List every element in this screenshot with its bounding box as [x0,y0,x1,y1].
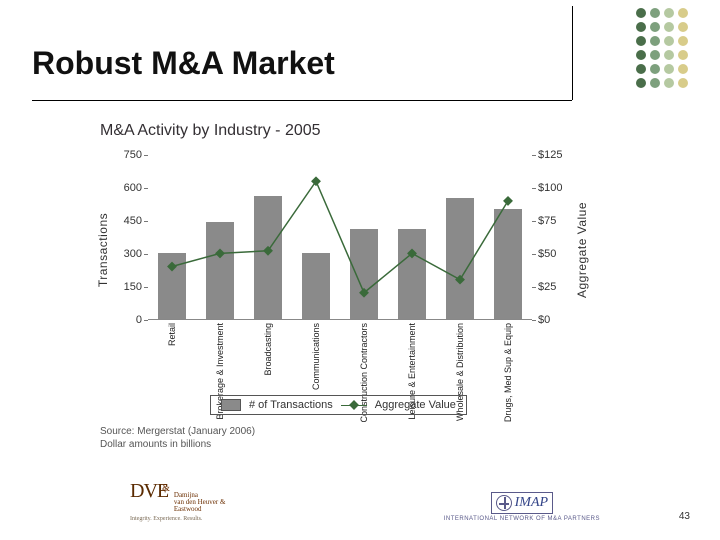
imap-text: IMAP [515,495,548,511]
y-left-axis-label: Transactions [96,213,110,287]
slide: Robust M&A Market M&A Activity by Indust… [0,0,720,540]
y-right-axis-label: Aggregate Value [575,202,589,298]
legend: # of Transactions Aggregate Value [210,395,467,415]
source-line-1: Source: Mergerstat (January 2006) [100,425,255,438]
dve-ampersand: & [162,484,170,495]
page-title: Robust M&A Market [32,45,600,90]
x-category-label: Retail [167,323,177,346]
logo-dve: DVE & Damijna van den Heuver & Eastwood … [130,481,225,522]
legend-line-swatch [341,405,367,406]
legend-bar-swatch [221,399,241,411]
logo-imap: IMAP INTERNATIONAL NETWORK OF M&A PARTNE… [444,492,600,522]
x-category-label: Broadcasting [263,323,273,376]
title-underline [32,100,572,101]
page-number: 43 [679,511,690,522]
imap-subtitle: INTERNATIONAL NETWORK OF M&A PARTNERS [444,516,600,522]
plot-area [148,155,532,320]
x-category-label: Communications [311,323,321,390]
x-category-label: Drugs, Med Sup & Equip [503,323,513,422]
dve-tagline: Integrity. Experience. Results. [130,516,225,522]
chart: Transactions Aggregate Value 01503004506… [110,155,570,345]
legend-bar-label: # of Transactions [249,399,333,411]
title-area: Robust M&A Market [32,45,600,90]
source-note: Source: Mergerstat (January 2006) Dollar… [100,425,255,451]
chart-title: M&A Activity by Industry - 2005 [100,122,321,140]
legend-line-label: Aggregate Value [375,399,456,411]
line-series [148,155,532,319]
globe-icon [496,495,512,511]
footer-logos: DVE & Damijna van den Heuver & Eastwood … [130,481,600,522]
source-line-2: Dollar amounts in billions [100,438,255,451]
dve-names: Damijna van den Heuver & Eastwood [174,492,226,514]
corner-dot-decoration [634,6,690,90]
